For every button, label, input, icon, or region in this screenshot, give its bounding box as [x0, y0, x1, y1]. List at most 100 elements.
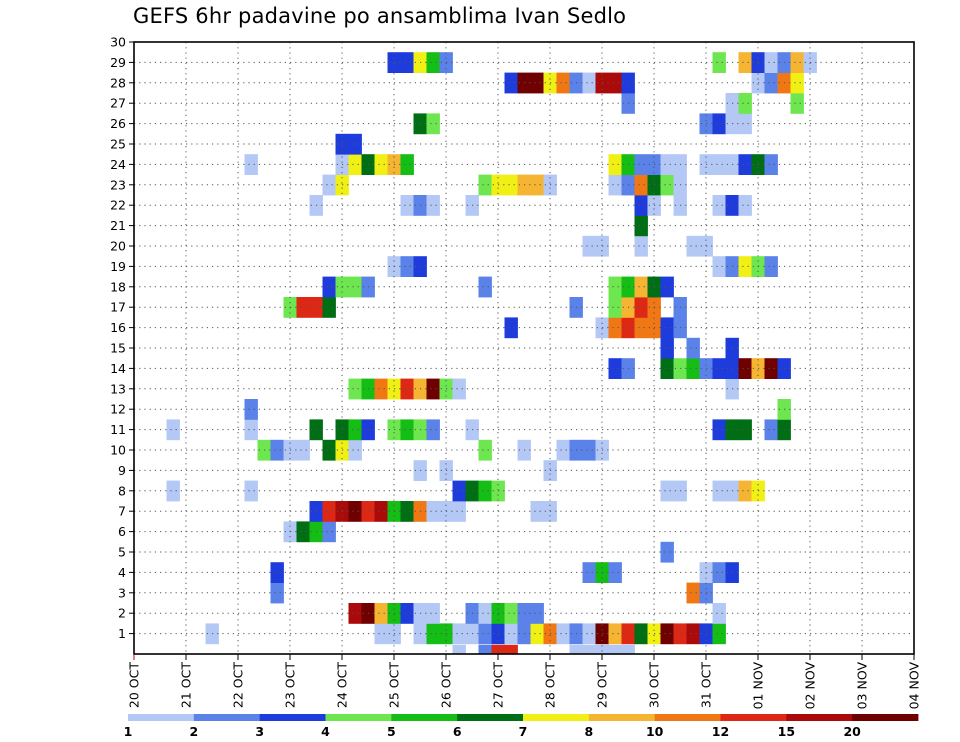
heatmap-cell [712, 256, 726, 277]
y-tick-label: 13 [110, 381, 126, 396]
heatmap-cell [478, 480, 492, 502]
heatmap-cell [660, 317, 674, 339]
heatmap-cell [660, 154, 674, 175]
heatmap-cell [244, 154, 258, 175]
legend-swatch [325, 714, 392, 721]
heatmap-cell [595, 644, 609, 654]
heatmap-cell [296, 521, 310, 543]
heatmap-cell [660, 358, 674, 379]
heatmap-cell [634, 154, 648, 175]
legend-swatch [523, 714, 590, 721]
heatmap-cell [634, 276, 648, 298]
heatmap-cell [764, 256, 778, 277]
y-tick-label: 20 [110, 239, 126, 254]
x-tick-label: 26 OCT [439, 662, 454, 708]
y-tick-label: 3 [118, 585, 126, 600]
heatmap-cell [322, 439, 336, 461]
y-tick-label: 25 [110, 137, 126, 152]
x-tick-label: 22 OCT [231, 662, 246, 708]
heatmap-cell [569, 644, 583, 654]
heatmap-cell [426, 113, 440, 135]
heatmap-cell [660, 276, 674, 298]
heatmap-cell [790, 52, 804, 73]
x-tick-label: 03 NOV [855, 662, 870, 710]
heatmap-cell [374, 154, 388, 175]
heatmap-cell [764, 358, 778, 379]
y-tick-label: 18 [110, 279, 126, 294]
heatmap-cell [790, 93, 804, 114]
heatmap-cell [530, 623, 544, 645]
heatmap-cell [582, 439, 596, 461]
heatmap-cell [556, 72, 570, 94]
heatmap-cell [400, 378, 414, 400]
heatmap-cell [738, 113, 752, 135]
x-tick-label: 20 OCT [127, 662, 142, 708]
heatmap-cell [348, 439, 362, 461]
heatmap-cell [556, 623, 570, 645]
heatmap-cell [660, 480, 674, 502]
legend-label: 10 [646, 724, 664, 739]
heatmap-cell [712, 562, 726, 583]
legend-swatch [588, 714, 656, 721]
heatmap-cell [374, 603, 388, 624]
heatmap-cell [660, 541, 674, 563]
y-tick-label: 12 [110, 402, 126, 417]
heatmap-cell [686, 358, 700, 379]
heatmap-cell [634, 195, 648, 216]
heatmap-cell [608, 358, 622, 379]
x-axis: 20 OCT 21 OCT 22 OCT 23 OCT 24 OCT 25 OCT 26 O… [127, 654, 922, 709]
heatmap-cell [660, 174, 674, 196]
heatmap-cell [712, 195, 726, 216]
heatmap-cell [426, 501, 440, 522]
heatmap-cell [582, 235, 596, 257]
heatmap-cell [634, 297, 648, 318]
heatmap-cell [608, 562, 622, 583]
heatmap-cell [712, 623, 726, 645]
heatmap-cell [608, 72, 622, 94]
heatmap-cell [712, 52, 726, 73]
heatmap-cell [426, 378, 440, 400]
heatmap-cell [608, 297, 622, 318]
heatmap-cell [504, 603, 518, 624]
y-tick-label: 10 [110, 443, 126, 458]
heatmap-cell [608, 174, 622, 196]
heatmap-cell [738, 195, 752, 216]
heatmap-cell [738, 154, 752, 175]
legend-label: 2 [189, 724, 198, 739]
heatmap-cell [348, 419, 362, 441]
heatmap-cell [504, 174, 518, 196]
heatmap-cell [504, 317, 518, 339]
heatmap-cell [322, 501, 336, 522]
heatmap-cell [478, 644, 492, 654]
legend-swatch [391, 714, 458, 721]
x-tick-label: 29 OCT [595, 662, 610, 708]
legend-label: 7 [519, 724, 528, 739]
heatmap-cell [530, 603, 544, 624]
y-tick-label: 5 [118, 545, 126, 560]
heatmap-cell [712, 603, 726, 624]
y-tick-label: 28 [110, 75, 126, 90]
heatmap-cell [244, 399, 258, 420]
heatmap-cell [452, 623, 466, 645]
heatmap-cell [426, 419, 440, 441]
heatmap-cell [322, 297, 336, 318]
legend-label: 8 [584, 724, 593, 739]
x-tick-label: 24 OCT [335, 662, 350, 708]
heatmap-cell [400, 256, 414, 277]
heatmap-cell [374, 501, 388, 522]
heatmap-cell [608, 276, 622, 298]
y-tick-label: 8 [118, 483, 126, 498]
legend-swatch [193, 714, 261, 721]
heatmap-cell [621, 644, 635, 654]
heatmap-cell [764, 52, 778, 73]
legend-swatch [654, 714, 721, 721]
heatmap-cell [634, 235, 648, 257]
heatmap-cell [348, 276, 362, 298]
heatmap-cell [452, 501, 466, 522]
heatmap-cell [530, 501, 544, 522]
heatmap-cell [400, 195, 414, 216]
heatmap-cell [322, 521, 336, 543]
y-tick-label: 27 [110, 96, 126, 111]
heatmap-cell [244, 480, 258, 502]
heatmap-cell [634, 317, 648, 339]
